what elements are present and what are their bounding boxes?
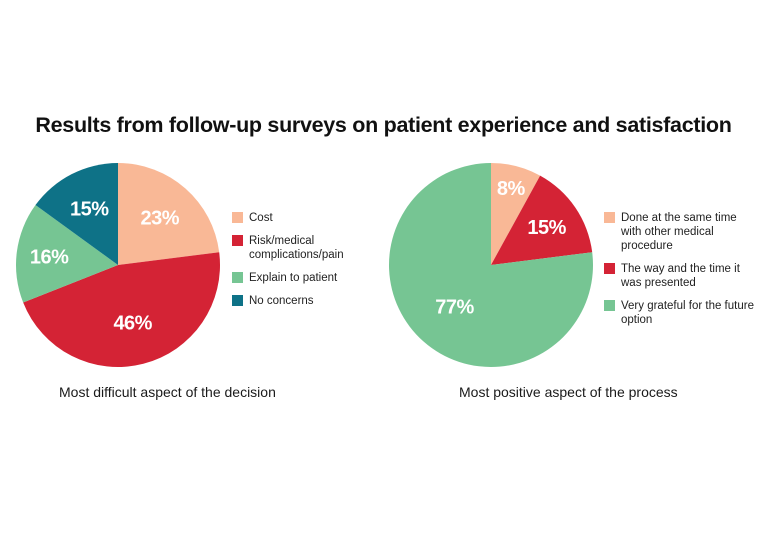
legend-label: No concerns <box>249 295 314 307</box>
legend-label: Cost <box>249 212 273 224</box>
pie-chart-positive-aspect: 8%15% 77% <box>389 163 593 367</box>
legend-swatch <box>232 272 243 283</box>
legend-swatch <box>232 235 243 246</box>
pie-slice-no-concerns <box>35 163 118 265</box>
pie-slice-done-at-the-same-time-with-other-medical-procedure <box>491 163 541 265</box>
pie-label-cost: 23% <box>141 208 180 230</box>
legend-label: Very grateful for the future option <box>621 300 754 326</box>
legend-item-explain-to-patient: Explain to patient <box>232 271 372 285</box>
legend-swatch <box>232 295 243 306</box>
legend-swatch <box>232 212 243 223</box>
legend-swatch <box>604 300 615 311</box>
legend-positive-aspect: Done at the same time with other medical… <box>604 211 759 336</box>
pie-slice-explain-to-patient <box>15 205 118 303</box>
legend-item-very-grateful-for-the-future-option: Very grateful for the future option <box>604 299 759 327</box>
pie-label-very-grateful-for-the-future-option: 77% <box>435 296 474 318</box>
legend-item-no-concerns: No concerns <box>232 294 372 308</box>
legend-item-done-at-the-same-time-with-other-medical-procedure: Done at the same time with other medical… <box>604 211 759 253</box>
caption-difficult-aspect: Most difficult aspect of the decision <box>59 384 276 400</box>
legend-label: The way and the time it was presented <box>621 263 740 289</box>
pie-label-risk-medical-complications-pain: 46% <box>113 312 152 334</box>
pie-label-the-way-and-the-time-it-was-presented: 15% <box>527 217 566 239</box>
legend-label: Risk/medical complications/pain <box>249 235 344 261</box>
pie-label-no-concerns: 15% <box>70 199 109 221</box>
pie-slice-very-grateful-for-the-future-option <box>389 163 593 367</box>
pie-label-done-at-the-same-time-with-other-medical-procedure: 8% <box>497 178 526 200</box>
legend-item-cost: Cost <box>232 211 372 225</box>
pie-slice-cost <box>118 163 220 265</box>
legend-swatch <box>604 263 615 274</box>
legend-item-risk-medical-complications-pain: Risk/medical complications/pain <box>232 234 372 262</box>
pie-slice-the-way-and-the-time-it-was-presented <box>491 175 593 265</box>
pie-label-explain-to-patient: 16% <box>30 246 69 268</box>
legend-label: Explain to patient <box>249 272 338 284</box>
legend-item-the-way-and-the-time-it-was-presented: The way and the time it was presented <box>604 262 759 290</box>
legend-swatch <box>604 212 615 223</box>
pie-chart-difficult-aspect: 23% 46% 16% 15% <box>15 163 220 367</box>
page-title: Results from follow-up surveys on patien… <box>35 113 732 137</box>
caption-positive-aspect: Most positive aspect of the process <box>459 384 678 400</box>
pie-slice-risk-medical-complications-pain <box>23 252 220 367</box>
legend-label: Done at the same time with other medical… <box>621 212 737 252</box>
legend-difficult-aspect: Cost Risk/medical complications/pain Expla… <box>232 211 372 317</box>
